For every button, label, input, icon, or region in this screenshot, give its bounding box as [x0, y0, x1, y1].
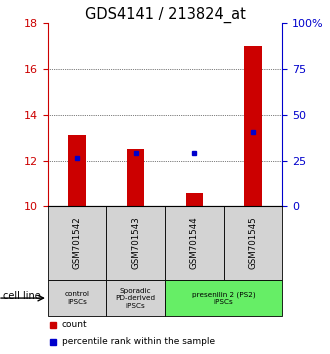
Bar — [165, 280, 282, 316]
Bar — [106, 280, 165, 316]
Bar — [48, 280, 106, 316]
Bar — [165, 206, 224, 280]
Text: percentile rank within the sample: percentile rank within the sample — [62, 337, 215, 347]
Bar — [106, 206, 165, 280]
Text: Sporadic
PD-derived
iPSCs: Sporadic PD-derived iPSCs — [115, 287, 156, 309]
Bar — [68, 135, 86, 206]
Bar — [127, 149, 145, 206]
Bar — [224, 206, 282, 280]
Text: GSM701544: GSM701544 — [190, 217, 199, 269]
Title: GDS4141 / 213824_at: GDS4141 / 213824_at — [84, 7, 246, 23]
Text: GSM701543: GSM701543 — [131, 217, 140, 269]
Bar — [48, 206, 106, 280]
Text: count: count — [62, 320, 87, 330]
Text: cell line: cell line — [3, 291, 41, 301]
Text: GSM701545: GSM701545 — [248, 217, 257, 269]
Text: control
IPSCs: control IPSCs — [65, 291, 90, 305]
Bar — [185, 193, 203, 206]
Text: presenilin 2 (PS2)
iPSCs: presenilin 2 (PS2) iPSCs — [192, 291, 255, 305]
Text: GSM701542: GSM701542 — [73, 217, 82, 269]
Bar — [244, 46, 262, 206]
